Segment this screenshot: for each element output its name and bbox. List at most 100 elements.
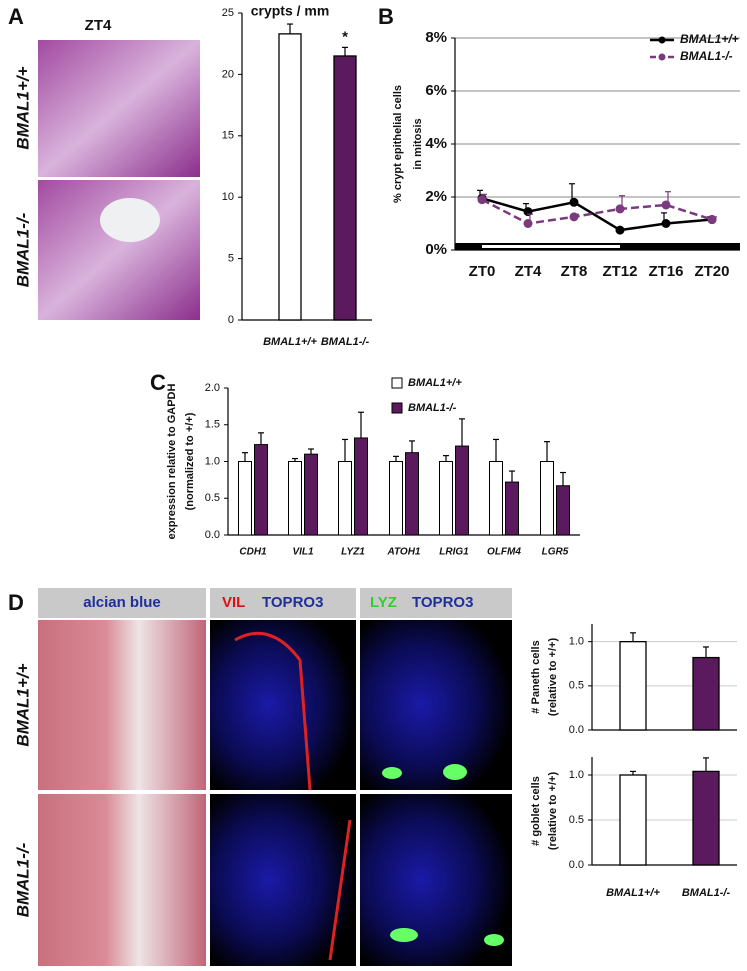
row-label: BMAL1+/+ [13, 66, 32, 149]
point [523, 219, 533, 228]
lyz-stain [484, 934, 504, 946]
bar [254, 444, 268, 536]
bar [540, 461, 554, 536]
x-tick-label: VIL1 [292, 547, 314, 558]
bar [304, 453, 318, 536]
bar [439, 461, 453, 536]
y-tick-label: 0.5 [205, 492, 220, 504]
row-label: BMAL1-/- [13, 212, 32, 287]
y-tick-label: 0.5 [569, 680, 584, 692]
legend-marker [658, 53, 666, 61]
bar [238, 461, 252, 536]
y-tick-label: 2.0 [205, 382, 220, 394]
bar [354, 437, 368, 536]
y-tick-label: 0.0 [569, 724, 584, 736]
y-axis-label: expression relative to GAPDH [166, 384, 178, 540]
legend-swatch [391, 402, 403, 414]
y-tick-label: 6% [425, 82, 447, 99]
y-tick-label: 1.0 [569, 636, 584, 648]
legend-swatch [391, 377, 403, 389]
micrograph [38, 794, 206, 966]
stain-label: TOPRO3 [412, 594, 473, 611]
y-tick-label: 0% [425, 241, 447, 258]
row-label: BMAL1-/- [13, 842, 32, 917]
lyz-stain [443, 764, 467, 780]
bar [338, 461, 352, 536]
y-axis-label: in mitosis [412, 118, 424, 169]
vil-stain [234, 631, 312, 791]
x-tick-label: BMAL1+/+ [263, 336, 317, 348]
legend-label: BMAL1-/- [680, 49, 733, 63]
y-tick-label: 5 [228, 253, 234, 265]
point [569, 197, 579, 207]
micrograph [360, 620, 512, 790]
panel-letter: B [378, 4, 394, 29]
y-tick-label: 8% [425, 29, 447, 46]
y-axis-label: # Paneth cells [530, 640, 542, 713]
stain-label: alcian blue [83, 594, 161, 611]
y-tick-label: 0 [228, 314, 234, 326]
x-tick-label: LRIG1 [439, 547, 469, 558]
bar [333, 55, 357, 321]
x-tick-label: CDH1 [239, 547, 267, 558]
header-box [360, 588, 512, 618]
y-tick-label: 0.5 [569, 814, 584, 826]
header-box [38, 588, 206, 618]
bar [692, 656, 720, 731]
y-tick-label: 0.0 [205, 529, 220, 541]
stain-label: LYZ [370, 594, 397, 611]
y-axis-label: (relative to +/+) [547, 638, 559, 717]
bar [619, 774, 647, 866]
point [661, 219, 671, 228]
chart-title: crypts / mm [251, 3, 330, 19]
legend-label: BMAL1+/+ [408, 377, 462, 389]
y-tick-label: 1.5 [205, 419, 220, 431]
legend-label: BMAL1-/- [408, 402, 457, 414]
bar [619, 641, 647, 731]
x-tick-label: OLFM4 [487, 547, 521, 558]
point [707, 215, 717, 225]
x-tick-label: ZT12 [602, 263, 637, 280]
y-tick-label: 2% [425, 188, 447, 205]
stain-label: VIL [222, 594, 245, 611]
x-tick-label: ZT0 [469, 263, 496, 280]
y-axis-label: % crypt epithelial cells [392, 85, 404, 203]
significance: * [342, 28, 348, 45]
row-label: BMAL1+/+ [13, 663, 32, 746]
line [481, 197, 713, 232]
legend-label: BMAL1+/+ [680, 32, 739, 46]
panel-letter: A [8, 4, 24, 29]
x-tick-label: LYZ1 [341, 547, 365, 558]
y-axis-label: (relative to +/+) [547, 772, 559, 851]
panel-letter: C [150, 370, 166, 395]
micrograph [38, 40, 200, 177]
point [569, 212, 579, 222]
y-tick-label: 0.0 [569, 859, 584, 871]
y-axis-label: # goblet cells [530, 776, 542, 846]
y-axis-label: (normalized to +/+) [184, 412, 196, 510]
light-bar [482, 245, 620, 248]
lyz-stain [382, 767, 402, 779]
x-tick-label: ZT8 [561, 263, 588, 280]
bar [692, 770, 720, 866]
y-tick-label: 4% [425, 135, 447, 152]
y-tick-label: 1.0 [205, 455, 220, 467]
zt-label: ZT4 [85, 17, 112, 34]
x-tick-label: BMAL1-/- [321, 336, 370, 348]
x-tick-label: ZT16 [648, 263, 683, 280]
bar [455, 445, 469, 536]
header-box [210, 588, 356, 618]
panel-letter: D [8, 590, 24, 615]
line [481, 198, 713, 225]
y-tick-label: 25 [222, 7, 234, 19]
micrograph [210, 794, 356, 966]
y-tick-label: 1.0 [569, 769, 584, 781]
point [661, 200, 671, 210]
bar [556, 485, 570, 536]
x-tick-label: ZT20 [694, 263, 729, 280]
point [615, 225, 625, 235]
x-tick-label: BMAL1+/+ [606, 887, 660, 899]
point [615, 204, 625, 214]
y-tick-label: 15 [222, 130, 234, 142]
